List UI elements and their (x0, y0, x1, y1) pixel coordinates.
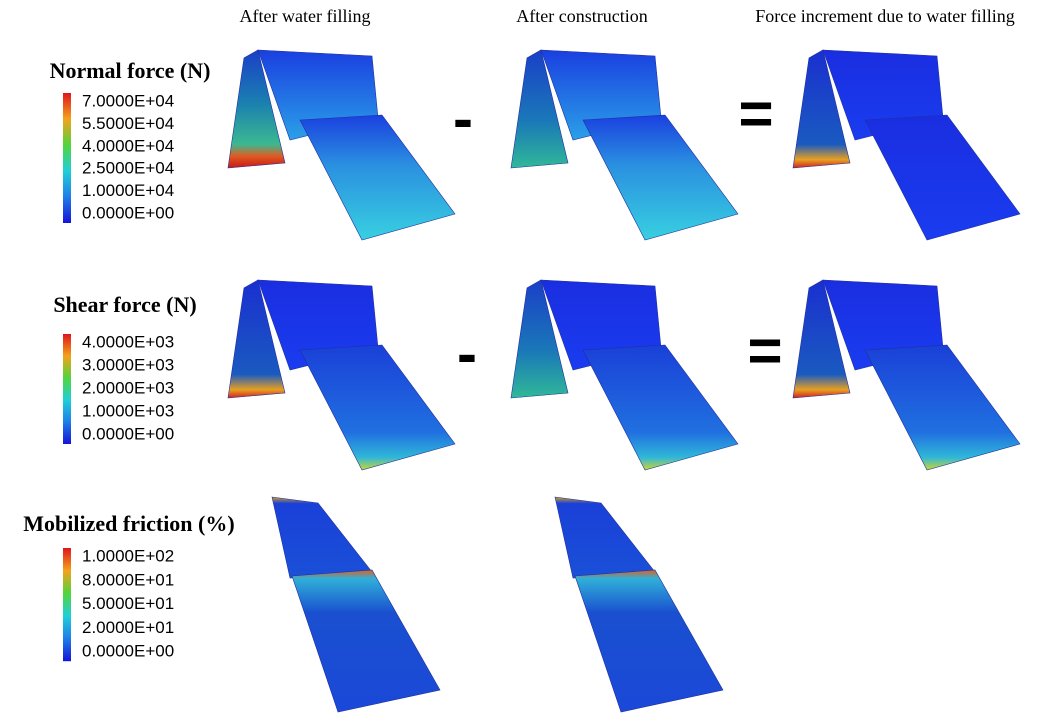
colorbar (63, 548, 71, 662)
render-slope (574, 569, 724, 713)
colorbar (63, 93, 71, 223)
render-slope (582, 114, 739, 241)
legend-label: 1.0000E+03 (82, 401, 174, 420)
legend-label: 3.0000E+03 (82, 355, 174, 374)
render-slope (864, 344, 1021, 471)
legend-label: 0.0000E+00 (82, 203, 174, 222)
render-slope (864, 114, 1021, 241)
render-slope (299, 114, 456, 241)
legend-label: 0.0000E+00 (82, 424, 174, 443)
operator: = (738, 80, 773, 147)
legend-label: 4.0000E+03 (82, 332, 174, 351)
operator: - (457, 320, 477, 387)
column-header: After construction (516, 6, 647, 26)
legend-label: 5.5000E+04 (82, 114, 174, 133)
legend-label: 2.0000E+01 (82, 618, 174, 637)
column-header: Force increment due to water filling (755, 6, 1014, 26)
operator: = (747, 317, 782, 384)
render-top (271, 496, 373, 579)
colorbar (63, 334, 71, 444)
render-top (554, 496, 656, 579)
legend-label: 1.0000E+02 (82, 546, 174, 565)
legend-label: 4.0000E+04 (82, 136, 174, 155)
legend-label: 1.0000E+04 (82, 181, 174, 200)
legend-label: 5.0000E+01 (82, 594, 174, 613)
render-slope (299, 344, 456, 471)
legend-label: 7.0000E+04 (82, 91, 174, 110)
legend-title: Mobilized friction (%) (23, 511, 234, 536)
legend-label: 2.5000E+04 (82, 159, 174, 178)
render-slope (291, 569, 441, 713)
operator: - (453, 85, 473, 152)
legend-label: 0.0000E+00 (82, 642, 174, 661)
legend-label: 2.0000E+03 (82, 378, 174, 397)
legend-title: Normal force (N) (50, 58, 211, 83)
legend-label: 8.0000E+01 (82, 570, 174, 589)
model-renders (227, 49, 1021, 713)
column-header: After water filling (240, 6, 371, 26)
legend-title: Shear force (N) (53, 292, 196, 317)
render-slope (582, 344, 739, 471)
